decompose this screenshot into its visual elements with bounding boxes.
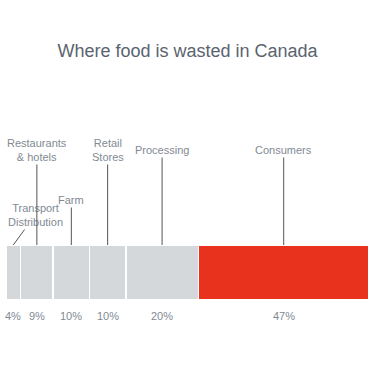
- svg-text:4%: 4%: [5, 310, 21, 322]
- svg-text:Consumers: Consumers: [255, 144, 312, 156]
- svg-text:20%: 20%: [151, 310, 173, 322]
- svg-text:47%: 47%: [273, 310, 295, 322]
- svg-text:10%: 10%: [60, 310, 82, 322]
- svg-text:10%: 10%: [97, 310, 119, 322]
- svg-text:9%: 9%: [29, 310, 45, 322]
- svg-text:Farm: Farm: [58, 194, 84, 206]
- svg-text:RetailStores: RetailStores: [92, 137, 124, 163]
- svg-text:Where food is wasted in Canada: Where food is wasted in Canada: [57, 41, 318, 61]
- svg-text:TransportDistribution: TransportDistribution: [8, 202, 63, 228]
- svg-text:Processing: Processing: [135, 144, 189, 156]
- svg-text:Restaurants& hotels: Restaurants& hotels: [7, 137, 67, 163]
